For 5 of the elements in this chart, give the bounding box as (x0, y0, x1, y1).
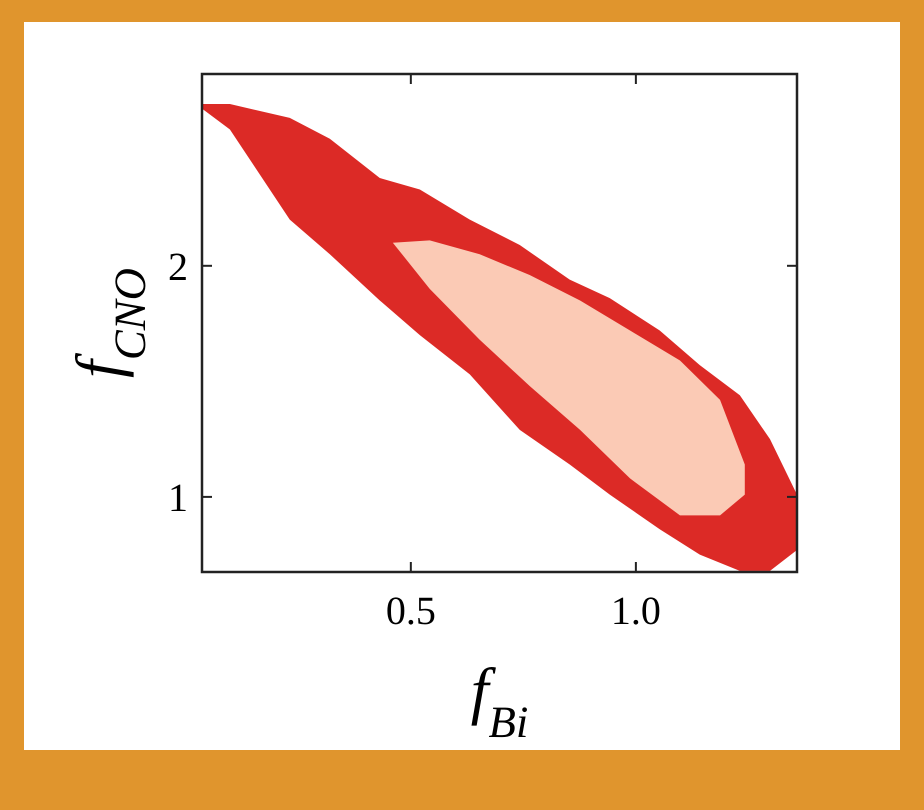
x-tick-label: 0.5 (386, 588, 436, 633)
y-tick-label: 1 (168, 474, 188, 520)
x-tick-label: 1.0 (610, 588, 661, 633)
x-axis-title: f$_{Bi}$ (470, 655, 528, 747)
y-tick-label: 2 (168, 244, 188, 289)
